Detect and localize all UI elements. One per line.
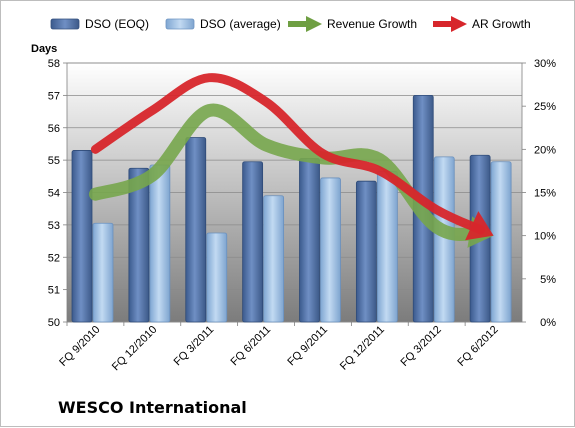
y2-tick-label: 5%: [540, 274, 556, 286]
y-tick-label: 51: [48, 285, 60, 297]
bar-dso-eoq: [185, 137, 207, 323]
bar-dso-average: [320, 177, 341, 323]
bar-dso-average: [92, 222, 114, 323]
legend-swatch-dso-eoq: [50, 18, 80, 30]
bar-marks: [71, 94, 512, 323]
growth-lines: [88, 73, 494, 248]
y-tick-label: 55: [48, 155, 60, 167]
bar-dso-eoq: [299, 158, 320, 323]
ar-growth-line: [90, 73, 486, 235]
bar-dso-average: [490, 161, 512, 323]
bar-dso-eoq: [71, 150, 93, 323]
y-axis-title: Days: [31, 43, 57, 55]
x-tick-label: FQ 6/2012: [455, 324, 500, 369]
bar-dso-average: [376, 171, 398, 323]
legend-label-dso-eoq: DSO (EOQ): [85, 17, 149, 31]
x-tick-label: FQ 6/2011: [229, 324, 274, 369]
x-tick-label: FQ 12/2010: [110, 324, 160, 374]
company-name: WESCO International: [58, 398, 247, 417]
bar-dso-average: [206, 232, 228, 323]
x-tick-label: FQ 3/2012: [399, 324, 444, 369]
legend-label-revenue-growth: Revenue Growth: [327, 17, 417, 31]
bar-dso-eoq: [355, 180, 377, 323]
legend-label-dso-average: DSO (average): [200, 17, 281, 31]
bar-dso-average: [263, 195, 285, 323]
bar-dso-eoq: [242, 161, 264, 323]
y-axis-ticks: 50 51 52 53 54 55 56 57 58: [48, 58, 67, 329]
ar-growth-line-arrowhead: [465, 211, 494, 241]
revenue-growth-line: [88, 103, 487, 242]
legend: DSO (EOQ) DSO (average) Revenue Growth A…: [50, 16, 531, 32]
y2-tick-label: 15%: [534, 188, 556, 200]
x-tick-label: FQ 9/2011: [285, 324, 330, 369]
y-tick-label: 54: [48, 188, 60, 200]
legend-label-ar-growth: AR Growth: [472, 17, 531, 31]
legend-swatch-ar-growth: [433, 16, 467, 32]
x-tick-label: FQ 9/2010: [57, 324, 102, 369]
y-tick-label: 50: [48, 317, 60, 329]
y2-axis-ticks: 0% 5% 10% 15% 20% 25% 30%: [522, 58, 556, 329]
y-tick-label: 57: [48, 90, 60, 102]
y-tick-label: 52: [48, 252, 60, 264]
y-tick-label: 58: [48, 58, 60, 70]
y2-tick-label: 10%: [534, 231, 556, 243]
y2-tick-label: 20%: [534, 144, 556, 156]
y2-tick-label: 30%: [534, 58, 556, 70]
legend-swatch-dso-average: [165, 18, 195, 30]
x-tick-label: FQ 12/2011: [338, 324, 387, 373]
y-tick-label: 56: [48, 123, 60, 135]
legend-swatch-revenue-growth: [288, 16, 322, 32]
bar-dso-average: [149, 164, 171, 323]
y-tick-label: 53: [48, 220, 60, 232]
bar-dso-eoq: [128, 167, 150, 323]
y2-tick-label: 0%: [540, 317, 556, 329]
y2-tick-label: 25%: [534, 101, 556, 113]
x-tick-label: FQ 3/2011: [172, 324, 217, 369]
x-axis-ticks: FQ 9/2010 FQ 12/2010 FQ 3/2011 FQ 6/2011 FQ …: [57, 322, 501, 374]
